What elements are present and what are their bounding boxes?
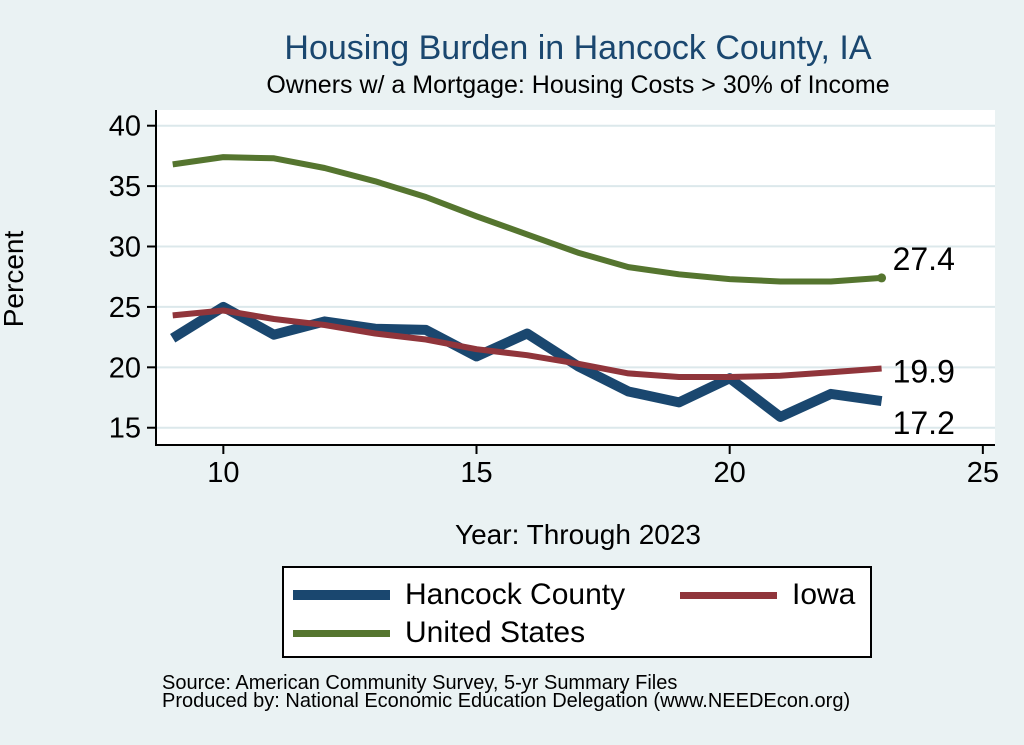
series-end-marker-united-states [877,273,887,283]
legend-label-hancock-county: Hancock County [405,578,626,611]
source-note: Source: American Community Survey, 5-yr … [162,672,678,694]
y-tick-label: 30 [109,232,141,264]
end-label-united-states: 27.4 [893,241,955,277]
legend-item-hancock-county: Hancock County [293,577,625,613]
series-line-iowa [172,307,882,380]
legend-item-united-states: United States [293,615,585,651]
chart-title: Housing Burden in Hancock County, IA [284,29,872,67]
legend-swatch-united-states [293,629,390,637]
series-line-hancock-county [170,301,883,422]
legend-swatch-hancock-county [293,590,390,600]
y-tick-label: 20 [109,352,141,384]
end-label-hancock-county: 17.2 [893,405,955,441]
series-line-united-states [172,154,882,285]
footer: Source: American Community Survey, 5-yr … [162,672,851,712]
y-tick-label: 15 [109,413,141,445]
y-tick-label: 40 [109,111,141,143]
produced-by-note: Produced by: National Economic Education… [162,690,851,712]
legend: Hancock County Iowa United States [282,566,872,658]
legend-label-united-states: United States [405,616,586,649]
x-axis-title: Year: Through 2023 [455,519,701,550]
x-tick-label: 15 [460,457,492,489]
x-tick-label: 25 [967,457,999,489]
legend-item-iowa: Iowa [680,577,855,613]
x-tick-label: 10 [207,457,239,489]
y-tick-label: 35 [109,171,141,203]
legend-label-iowa: Iowa [792,578,856,611]
x-tick-label: 20 [714,457,746,489]
chart-subtitle: Owners w/ a Mortgage: Housing Costs > 30… [266,71,890,99]
legend-swatch-iowa [680,591,777,599]
end-label-iowa: 19.9 [893,354,955,390]
y-tick-label: 25 [109,292,141,324]
